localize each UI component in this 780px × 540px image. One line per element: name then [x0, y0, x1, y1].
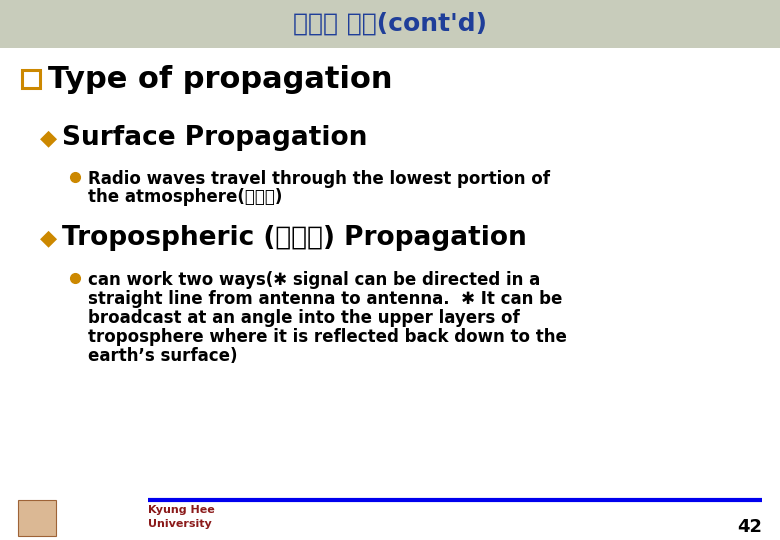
- Text: straight line from antenna to antenna.  ✱ It can be: straight line from antenna to antenna. ✱…: [88, 290, 562, 308]
- Text: troposphere where it is reflected back down to the: troposphere where it is reflected back d…: [88, 328, 567, 346]
- Text: ◆: ◆: [40, 128, 57, 148]
- FancyBboxPatch shape: [0, 0, 780, 48]
- Text: 42: 42: [737, 518, 762, 536]
- Text: 비유도 매체(cont'd): 비유도 매체(cont'd): [293, 12, 487, 36]
- Text: the atmosphere(대기권): the atmosphere(대기권): [88, 188, 282, 206]
- Text: broadcast at an angle into the upper layers of: broadcast at an angle into the upper lay…: [88, 309, 519, 327]
- Text: Kyung Hee: Kyung Hee: [148, 505, 214, 515]
- Text: Tropospheric (대류권) Propagation: Tropospheric (대류권) Propagation: [62, 225, 526, 251]
- Text: University: University: [148, 519, 211, 529]
- Text: can work two ways(✱ signal can be directed in a: can work two ways(✱ signal can be direct…: [88, 271, 541, 289]
- Text: Type of propagation: Type of propagation: [48, 64, 392, 93]
- FancyBboxPatch shape: [18, 500, 56, 536]
- Text: Surface Propagation: Surface Propagation: [62, 125, 367, 151]
- Text: ◆: ◆: [40, 228, 57, 248]
- Text: Radio waves travel through the lowest portion of: Radio waves travel through the lowest po…: [88, 170, 550, 188]
- Text: earth’s surface): earth’s surface): [88, 347, 237, 365]
